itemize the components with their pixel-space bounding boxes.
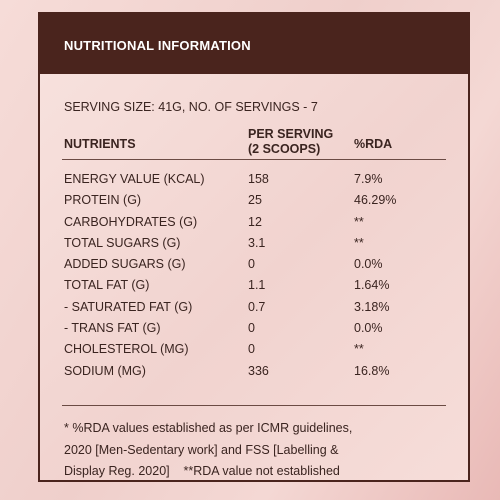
rda-value: 1.64% [354, 278, 390, 293]
panel-title: NUTRITIONAL INFORMATION [64, 38, 251, 53]
rda-value: ** [354, 342, 364, 357]
table-row: CARBOHYDRATES (G) 12 ** [40, 212, 468, 233]
panel-header: NUTRITIONAL INFORMATION [40, 14, 468, 74]
per-serving-value: 12 [248, 214, 262, 229]
nutrient-name: - TRANS FAT (G) [64, 321, 161, 336]
table-row: SODIUM (MG) 336 16.8% [40, 361, 468, 382]
per-serving-value: 0 [248, 342, 255, 357]
footnote: * %RDA values established as per ICMR gu… [64, 418, 456, 483]
nutrient-name: CARBOHYDRATES (G) [64, 214, 198, 229]
nutrient-name: PROTEIN (G) [64, 193, 142, 208]
nutrition-panel: NUTRITIONAL INFORMATION SERVING SIZE: 41… [38, 12, 470, 482]
nutrient-name: TOTAL SUGARS (G) [64, 235, 181, 250]
per-serving-value: 0 [248, 321, 255, 336]
rda-value: 46.29% [354, 193, 397, 208]
nutrient-name: - SATURATED FAT (G) [64, 299, 193, 314]
table-row: TOTAL FAT (G) 1.1 1.64% [40, 275, 468, 296]
per-serving-value: 1.1 [248, 278, 266, 293]
per-serving-value: 3.1 [248, 235, 266, 250]
rda-value: 0.0% [354, 321, 383, 336]
per-serving-value: 0.7 [248, 299, 266, 314]
column-header-per-serving: PER SERVING (2 SCOOPS) [248, 127, 333, 157]
table-row: ENERGY VALUE (KCAL) 158 7.9% [40, 169, 468, 190]
table-row: PROTEIN (G) 25 46.29% [40, 190, 468, 211]
rda-value: ** [354, 235, 364, 250]
nutrient-name: CHOLESTEROL (MG) [64, 342, 189, 357]
table-row: - TRANS FAT (G) 0 0.0% [40, 318, 468, 339]
table-row: - SATURATED FAT (G) 0.7 3.18% [40, 297, 468, 318]
nutrient-name: ADDED SUGARS (G) [64, 257, 186, 272]
rda-value: 7.9% [354, 172, 383, 186]
nutrient-rows: ENERGY VALUE (KCAL) 158 7.9% PROTEIN (G) 25 4… [40, 169, 468, 382]
nutrient-name: ENERGY VALUE (KCAL) [64, 172, 205, 186]
table-row: CHOLESTEROL (MG) 0 ** [40, 339, 468, 360]
serving-size-text: SERVING SIZE: 41G, NO. OF SERVINGS - 7 [64, 100, 318, 114]
footnote-line: Display Reg. 2020] **RDA value not estab… [64, 464, 340, 478]
footnote-divider [62, 405, 446, 406]
table-row: ADDED SUGARS (G) 0 0.0% [40, 254, 468, 275]
rda-value: ** [354, 214, 364, 229]
rda-value: 0.0% [354, 257, 383, 272]
nutrient-name: TOTAL FAT (G) [64, 278, 150, 293]
column-header-rda: %RDA [354, 137, 393, 151]
table-row: TOTAL SUGARS (G) 3.1 ** [40, 233, 468, 254]
column-header-nutrients: NUTRIENTS [64, 137, 136, 151]
footnote-line: 2020 [Men-Sedentary work] and FSS [Label… [64, 442, 339, 457]
footnote-line: * %RDA values established as per ICMR gu… [64, 421, 353, 435]
header-divider [62, 159, 446, 160]
per-serving-value: 158 [248, 172, 269, 186]
nutrient-name: SODIUM (MG) [64, 363, 146, 378]
column-header-per-serving-line1: PER SERVING [248, 127, 334, 141]
per-serving-value: 0 [248, 257, 255, 272]
rda-value: 3.18% [354, 299, 390, 314]
column-header-per-serving-line2: (2 SCOOPS) [248, 142, 321, 156]
per-serving-value: 25 [248, 193, 262, 208]
per-serving-value: 336 [248, 363, 269, 378]
rda-value: 16.8% [354, 363, 390, 378]
